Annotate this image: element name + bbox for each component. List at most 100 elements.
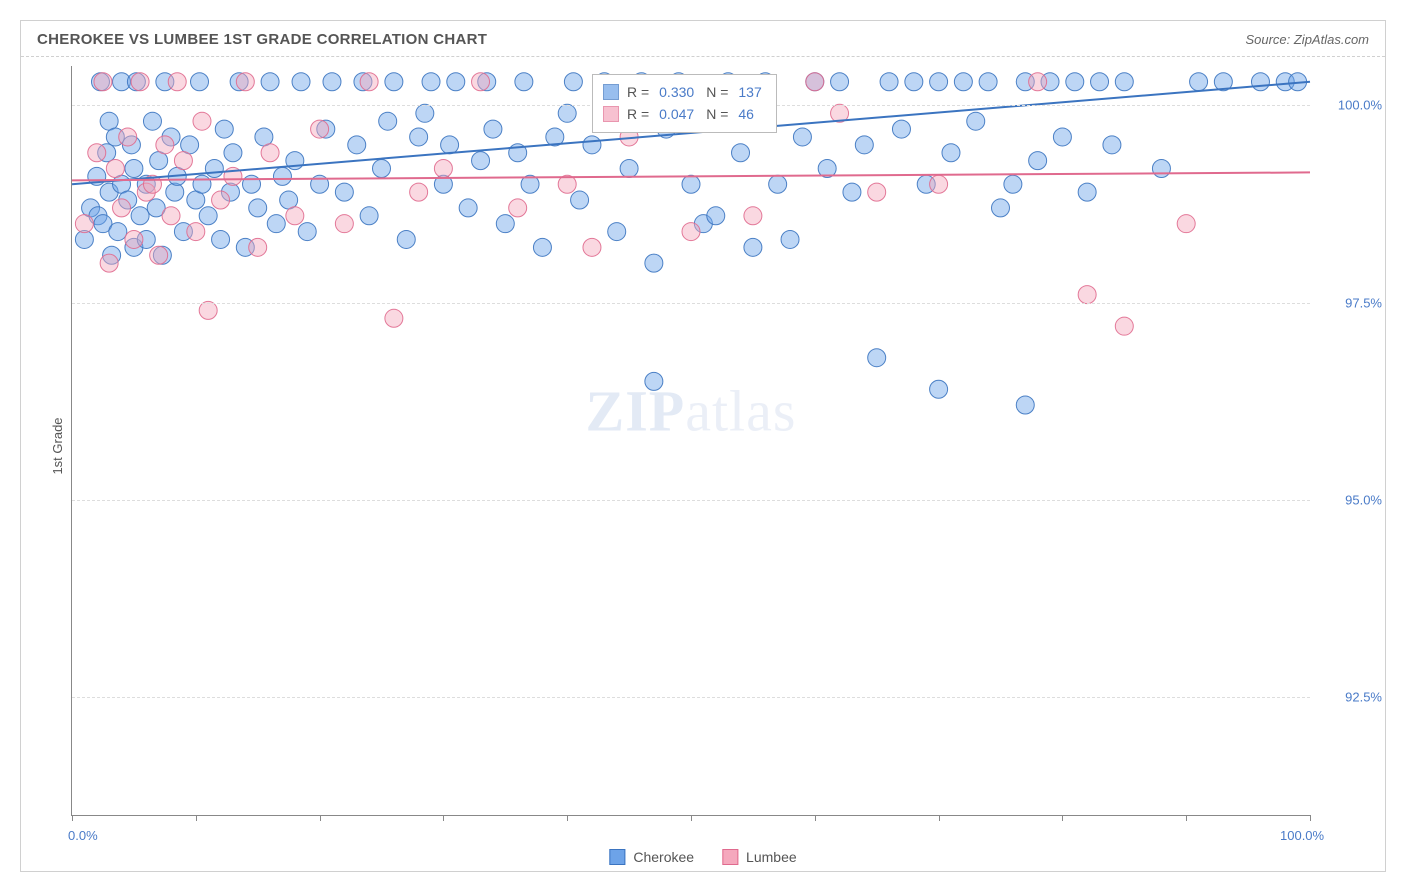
data-point <box>744 238 762 256</box>
x-tick <box>939 815 940 821</box>
data-point <box>1091 73 1109 91</box>
data-point <box>979 73 997 91</box>
data-point <box>1103 136 1121 154</box>
data-point <box>373 159 391 177</box>
data-point <box>793 128 811 146</box>
data-point <box>292 73 310 91</box>
data-point <box>249 199 267 217</box>
data-point <box>224 144 242 162</box>
stat-value-n: 46 <box>738 103 754 125</box>
data-point <box>348 136 366 154</box>
data-point <box>261 144 279 162</box>
gridline <box>72 303 1310 304</box>
x-tick <box>815 815 816 821</box>
stat-label-n: N = <box>706 103 728 125</box>
x-tick <box>1062 815 1063 821</box>
data-point <box>744 207 762 225</box>
data-point <box>533 238 551 256</box>
data-point <box>843 183 861 201</box>
data-point <box>150 246 168 264</box>
data-point <box>930 380 948 398</box>
data-point <box>1115 317 1133 335</box>
data-point <box>397 230 415 248</box>
y-tick-label: 100.0% <box>1338 98 1382 113</box>
plot-area: ZIPatlas 92.5%95.0%97.5%100.0%0.0%100.0%… <box>71 66 1310 816</box>
data-point <box>831 73 849 91</box>
y-tick-label: 97.5% <box>1345 295 1382 310</box>
stat-value-r: 0.047 <box>659 103 694 125</box>
legend-label-cherokee: Cherokee <box>633 849 694 865</box>
data-point <box>205 159 223 177</box>
chart-header: CHEROKEE VS LUMBEE 1ST GRADE CORRELATION… <box>21 21 1385 57</box>
data-point <box>930 175 948 193</box>
data-point <box>472 73 490 91</box>
data-point <box>558 104 576 122</box>
data-point <box>187 223 205 241</box>
data-point <box>905 73 923 91</box>
data-point <box>1029 152 1047 170</box>
data-point <box>199 301 217 319</box>
legend-item-lumbee: Lumbee <box>722 849 797 865</box>
x-tick <box>443 815 444 821</box>
stat-label-r: R = <box>627 81 649 103</box>
data-point <box>125 159 143 177</box>
data-point <box>131 73 149 91</box>
data-point <box>193 112 211 130</box>
data-point <box>166 183 184 201</box>
gridline <box>72 500 1310 501</box>
data-point <box>1053 128 1071 146</box>
data-point <box>360 207 378 225</box>
data-point <box>249 238 267 256</box>
data-point <box>441 136 459 154</box>
legend-item-cherokee: Cherokee <box>609 849 694 865</box>
data-point <box>1177 215 1195 233</box>
data-point <box>564 73 582 91</box>
data-point <box>1115 73 1133 91</box>
stats-box: R =0.330N =137R = 0.047 N = 46 <box>592 74 777 133</box>
chart-source: Source: ZipAtlas.com <box>1245 32 1369 47</box>
data-point <box>682 175 700 193</box>
data-point <box>496 215 514 233</box>
data-point <box>608 223 626 241</box>
data-point <box>447 73 465 91</box>
data-point <box>967 112 985 130</box>
data-point <box>1078 183 1096 201</box>
data-point <box>484 120 502 138</box>
data-point <box>769 175 787 193</box>
data-point <box>174 152 192 170</box>
y-tick-label: 95.0% <box>1345 492 1382 507</box>
plot-svg <box>72 66 1310 815</box>
data-point <box>472 152 490 170</box>
data-point <box>1190 73 1208 91</box>
data-point <box>434 159 452 177</box>
data-point <box>1016 396 1034 414</box>
data-point <box>113 199 131 217</box>
data-point <box>311 120 329 138</box>
data-point <box>707 207 725 225</box>
data-point <box>360 73 378 91</box>
data-point <box>215 120 233 138</box>
data-point <box>682 223 700 241</box>
x-tick <box>1186 815 1187 821</box>
data-point <box>119 128 137 146</box>
data-point <box>1004 175 1022 193</box>
x-tick <box>567 815 568 821</box>
data-point <box>75 215 93 233</box>
stats-row: R =0.047N =46 <box>603 103 766 125</box>
x-tick <box>72 815 73 821</box>
legend: Cherokee Lumbee <box>609 849 796 865</box>
data-point <box>571 191 589 209</box>
data-point <box>410 128 428 146</box>
data-point <box>645 254 663 272</box>
data-point <box>261 73 279 91</box>
swatch-cherokee <box>609 849 625 865</box>
data-point <box>100 254 118 272</box>
data-point <box>236 73 254 91</box>
data-point <box>335 215 353 233</box>
data-point <box>416 104 434 122</box>
data-point <box>930 73 948 91</box>
data-point <box>583 136 601 154</box>
data-point <box>509 199 527 217</box>
stats-row: R =0.330N =137 <box>603 81 766 103</box>
data-point <box>212 191 230 209</box>
